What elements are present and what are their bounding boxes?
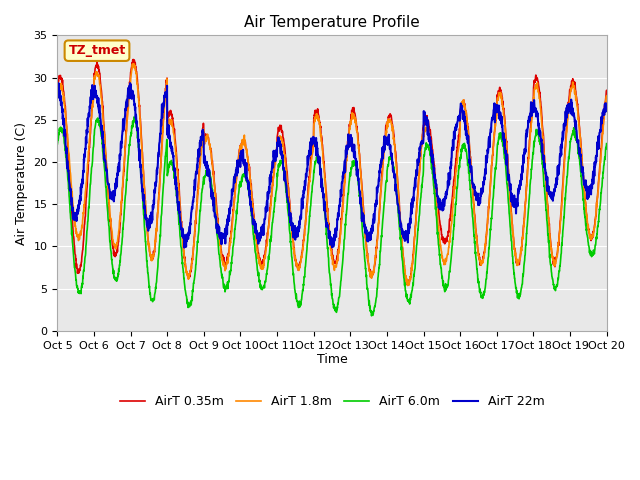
- AirT 6.0m: [555, 275, 563, 280]
- Text: TZ_tmet: TZ_tmet: [68, 44, 125, 57]
- AirT 0.35m: [492, 118, 500, 123]
- AirT 22m: [348, 147, 356, 153]
- AirT 1.8m: [360, 210, 368, 216]
- AirT 22m: [126, 80, 134, 86]
- AirT 1.8m: [348, 113, 356, 119]
- Line: AirT 1.8m: AirT 1.8m: [58, 64, 607, 286]
- AirT 6.0m: [54, 141, 61, 147]
- AirT 6.0m: [130, 114, 138, 120]
- AirT 1.8m: [207, 150, 214, 156]
- AirT 6.0m: [368, 313, 376, 319]
- AirT 0.35m: [555, 239, 563, 245]
- Line: AirT 0.35m: AirT 0.35m: [58, 60, 607, 285]
- AirT 0.35m: [129, 57, 137, 62]
- AirT 0.35m: [360, 212, 368, 218]
- AirT 22m: [360, 223, 368, 229]
- Legend: AirT 0.35m, AirT 1.8m, AirT 6.0m, AirT 22m: AirT 0.35m, AirT 1.8m, AirT 6.0m, AirT 2…: [115, 390, 549, 413]
- AirT 1.8m: [603, 93, 611, 99]
- AirT 22m: [207, 186, 215, 192]
- AirT 0.35m: [54, 84, 61, 90]
- AirT 0.35m: [603, 88, 611, 94]
- AirT 22m: [54, 85, 61, 91]
- AirT 1.8m: [555, 241, 563, 247]
- AirT 22m: [555, 171, 563, 177]
- AirT 6.0m: [360, 247, 368, 252]
- AirT 0.35m: [570, 78, 577, 84]
- AirT 1.8m: [130, 61, 138, 67]
- AirT 6.0m: [603, 141, 611, 146]
- AirT 1.8m: [54, 95, 61, 100]
- X-axis label: Time: Time: [317, 353, 348, 366]
- AirT 0.35m: [348, 108, 356, 114]
- AirT 1.8m: [570, 84, 577, 89]
- AirT 6.0m: [207, 174, 214, 180]
- AirT 0.35m: [404, 282, 412, 288]
- AirT 1.8m: [492, 116, 500, 122]
- AirT 22m: [603, 106, 611, 112]
- AirT 22m: [492, 106, 500, 112]
- AirT 22m: [180, 245, 188, 251]
- Title: Air Temperature Profile: Air Temperature Profile: [244, 15, 420, 30]
- AirT 6.0m: [570, 125, 577, 131]
- Line: AirT 22m: AirT 22m: [58, 83, 607, 248]
- Y-axis label: Air Temperature (C): Air Temperature (C): [15, 121, 28, 245]
- AirT 1.8m: [404, 283, 412, 288]
- AirT 22m: [570, 113, 577, 119]
- AirT 6.0m: [348, 164, 356, 170]
- AirT 0.35m: [207, 146, 214, 152]
- Line: AirT 6.0m: AirT 6.0m: [58, 117, 607, 316]
- AirT 6.0m: [492, 163, 500, 169]
